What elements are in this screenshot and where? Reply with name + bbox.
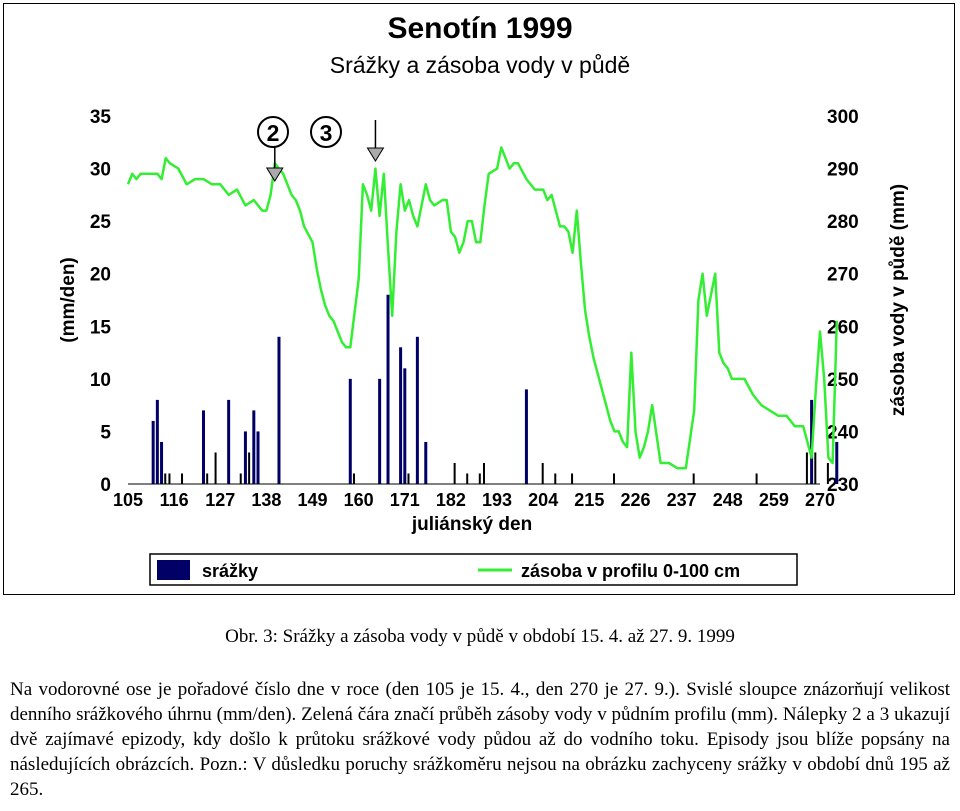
x-tick-label: 149 [298,490,328,510]
y-right-tick-label: 270 [827,265,859,286]
precip-bar [201,410,205,484]
precip-bar [692,473,695,484]
soil-water-line [126,146,839,470]
x-axis-label: juliánský den [411,514,532,535]
plot-area: 0 5 10 15 20 25 30 35 230 240 250 260 270 280 290 300 10… [90,107,859,510]
x-tick-label: 226 [620,490,650,510]
annotation-label: 2 [267,120,280,146]
y-right-tick-label: 240 [827,422,859,443]
x-tick-label: 193 [482,490,512,510]
precip-bar [524,389,528,484]
x-tick-label: 138 [251,490,281,510]
annotation-marker-icon [265,167,284,182]
precip-bar [206,473,209,484]
precip-bar [424,441,428,484]
chart-frame [3,3,955,595]
precip-bar [160,441,164,484]
precip-bar [352,473,355,484]
chart-subtitle: Srážky a zásoba vody v půdě [330,52,630,78]
x-tick-label: 215 [574,490,604,510]
x-tick-label: 116 [160,490,189,510]
y-axis-left-label: (mm/den) [58,257,79,343]
y-left-tick-label: 20 [90,265,111,286]
x-tick-label: 259 [759,490,789,510]
precip-bar [386,294,390,484]
legend-box [149,553,798,586]
precip-bar [252,410,256,484]
legend-swatch-bars [157,560,190,580]
y-left-tick-label: 30 [90,160,111,181]
description-paragraph: Na vodorovné ose je pořadové číslo dne v… [10,679,950,800]
precip-bar [168,473,171,484]
y-left-tick-label: 0 [100,475,111,496]
precip-bar [755,473,758,484]
y-left-tick-label: 15 [90,317,112,338]
precip-bar [826,462,829,484]
precip-bar [453,462,456,484]
x-tick-label: 105 [113,490,143,510]
precip-bar [415,336,419,484]
legend: srážky zásoba v profilu 0-100 cm [149,553,798,586]
precip-bar [214,452,217,484]
x-tick-label: 248 [713,490,743,510]
x-tick-label: 127 [205,490,235,510]
precip-bar [164,473,167,484]
x-tick-label: 182 [436,490,466,510]
y-left-tick-label: 10 [90,370,111,391]
legend-label-line: zásoba v profilu 0-100 cm [521,561,740,581]
legend-label-bars: srážky [202,561,258,581]
y-right-tick-label: 290 [827,160,859,181]
y-right-tick-label: 230 [827,475,859,496]
precip-bar [612,473,615,484]
annotation-marker-icon [366,147,385,162]
precip-bar [239,473,242,484]
precip-bar [248,452,251,484]
annotation-label: 3 [320,120,333,146]
precip-bar [277,336,281,484]
precip-bar [181,473,184,484]
y-axis-right-label: zásoba vody v půdě (mm) [888,184,909,416]
figure-caption: Obr. 3: Srážky a zásoba vody v půdě v ob… [225,626,735,647]
y-right-tick-label: 250 [827,370,859,391]
precip-bar [151,420,155,484]
x-tick-label: 270 [805,490,835,510]
y-left-tick-label: 5 [100,422,111,443]
precip-bar [805,452,808,484]
y-left-tick-label: 35 [90,107,112,128]
precip-bar [835,441,839,484]
precip-bar [227,399,231,484]
precip-bar [243,431,247,484]
precip-bar [378,378,382,484]
precip-bar [348,378,352,484]
annotation-badge [257,116,289,148]
chart: Senotín 1999 Srážky a zásoba vody v půdě… [58,12,909,586]
precip-bar [399,347,403,484]
precip-bar [403,368,407,484]
precip-bar [541,462,544,484]
x-tick-label: 171 [390,490,420,510]
precip-bar [554,473,557,484]
chart-title: Senotín 1999 [387,12,572,45]
y-right-tick-label: 260 [827,317,859,338]
precip-bar [155,399,159,484]
x-tick-label: 160 [344,490,374,510]
precip-bar [571,473,574,484]
y-left-tick-label: 25 [90,212,112,233]
y-right-tick-label: 280 [827,212,859,233]
x-tick-label: 204 [528,490,558,510]
y-right-tick-label: 300 [827,107,859,128]
x-tick-label: 237 [667,490,697,510]
precip-bar [256,431,260,484]
precip-bar [407,473,410,484]
precip-bar [466,473,469,484]
annotation-badge [310,116,342,148]
precip-bar [814,452,817,484]
precip-bar [478,473,481,484]
precip-bar [482,462,485,484]
